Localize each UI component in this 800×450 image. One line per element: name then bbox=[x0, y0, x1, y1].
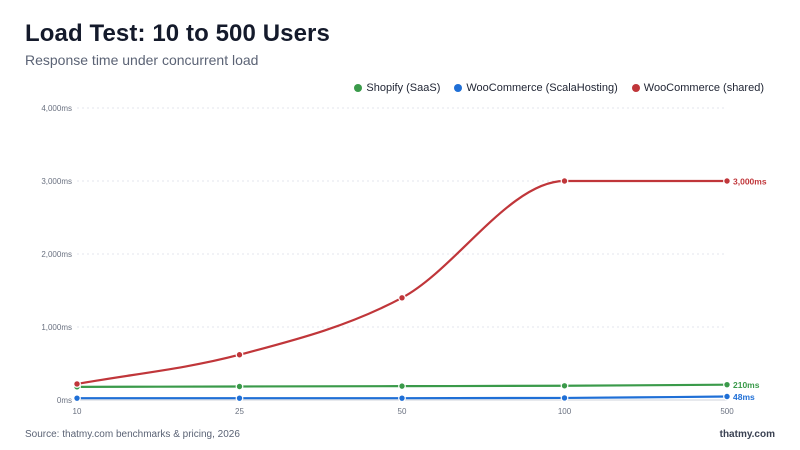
legend-item-woo-shared: WooCommerce (shared) bbox=[631, 82, 764, 94]
x-tick-label-4: 500 bbox=[720, 407, 734, 416]
data-point-woo-shared-3 bbox=[560, 177, 569, 185]
data-point-woo-scala-1 bbox=[235, 394, 244, 403]
source-note: Source: thatmy.com benchmarks & pricing,… bbox=[25, 429, 240, 440]
legend-swatch-woo-scala bbox=[454, 84, 463, 92]
series-line-woo-shared bbox=[75, 179, 729, 386]
data-point-shopify-4 bbox=[723, 380, 731, 389]
legend-item-woo-scala: WooCommerce (ScalaHosting) bbox=[454, 82, 618, 94]
data-point-shopify-3 bbox=[560, 381, 569, 390]
x-tick-label-2: 50 bbox=[398, 407, 407, 416]
x-tick-label-3: 100 bbox=[558, 407, 572, 416]
legend-swatch-woo-shared bbox=[631, 84, 640, 92]
legend-label-woo-shared: WooCommerce (shared) bbox=[643, 82, 764, 94]
data-point-woo-shared-4 bbox=[723, 177, 731, 185]
y-tick-label-1: 1,000ms bbox=[41, 323, 72, 332]
y-tick-label-3: 3,000ms bbox=[41, 177, 72, 186]
data-point-woo-shared-1 bbox=[235, 350, 244, 359]
end-label-woo-scala: 48ms bbox=[733, 392, 755, 402]
chart-legend: Shopify (SaaS) WooCommerce (ScalaHosting… bbox=[354, 82, 764, 94]
y-tick-label-2: 2,000ms bbox=[41, 250, 72, 259]
legend-label-woo-scala: WooCommerce (ScalaHosting) bbox=[466, 82, 618, 94]
y-tick-label-0: 0ms bbox=[57, 396, 72, 405]
data-point-shopify-1 bbox=[235, 382, 244, 391]
data-point-woo-scala-0 bbox=[73, 394, 81, 403]
legend-label-shopify: Shopify (SaaS) bbox=[366, 82, 441, 94]
data-point-woo-scala-2 bbox=[398, 394, 406, 403]
legend-swatch-shopify bbox=[354, 84, 363, 92]
brand-label: thatmy.com bbox=[719, 429, 775, 440]
end-label-woo-shared: 3,000ms bbox=[733, 177, 767, 187]
x-tick-label-0: 10 bbox=[73, 407, 82, 416]
legend-item-shopify: Shopify (SaaS) bbox=[354, 82, 440, 94]
data-point-woo-shared-0 bbox=[73, 380, 81, 388]
x-tick-label-1: 25 bbox=[235, 407, 244, 416]
data-point-woo-scala-3 bbox=[560, 394, 569, 402]
chart-title: Load Test: 10 to 500 Users bbox=[25, 20, 330, 47]
y-tick-label-4: 4,000ms bbox=[41, 104, 72, 113]
data-point-woo-scala-4 bbox=[723, 392, 731, 401]
data-point-shopify-2 bbox=[398, 382, 406, 391]
chart-subtitle: Response time under concurrent load bbox=[25, 52, 259, 68]
end-label-shopify: 210ms bbox=[733, 380, 760, 390]
data-point-woo-shared-2 bbox=[398, 293, 406, 302]
